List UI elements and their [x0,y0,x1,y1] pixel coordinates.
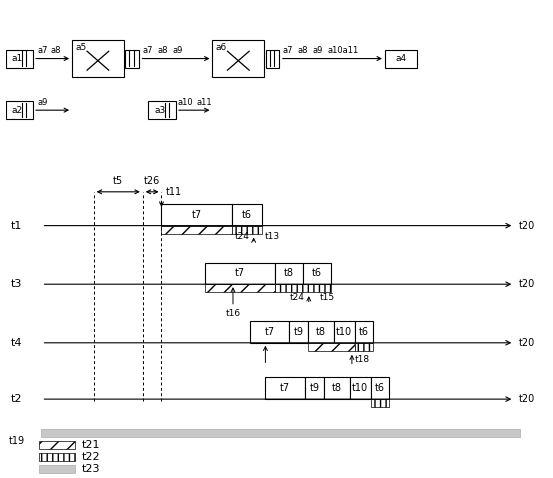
Bar [371,378,389,399]
Text: t6: t6 [242,210,252,220]
Text: a9: a9 [38,98,48,107]
Bar [39,441,75,449]
Text: t7: t7 [235,268,245,278]
Text: t8: t8 [332,383,342,393]
Text: t26: t26 [144,176,160,186]
Text: t8: t8 [316,327,326,337]
Bar [324,378,349,399]
Text: a7: a7 [143,46,153,55]
Text: t19: t19 [8,436,25,446]
Text: t9: t9 [310,383,320,393]
Bar [308,343,354,351]
Bar [72,40,124,77]
Text: a11: a11 [197,98,212,107]
Bar [148,101,175,119]
Text: a9: a9 [172,46,182,55]
Text: a10: a10 [178,98,194,107]
Text: a8: a8 [157,46,168,55]
Text: t8: t8 [284,268,294,278]
Text: t24: t24 [235,232,250,241]
Bar [41,429,520,437]
Text: a7: a7 [38,46,48,55]
Text: t22: t22 [81,452,100,462]
Text: t10: t10 [352,383,368,393]
Text: t11: t11 [165,187,181,197]
Text: t7: t7 [191,210,202,220]
Bar [305,378,324,399]
Text: t6: t6 [359,327,369,337]
Text: a5: a5 [76,43,87,52]
Bar [205,284,275,293]
Bar [249,321,289,343]
Text: t1: t1 [11,221,22,230]
Text: t6: t6 [312,268,322,278]
Text: t13: t13 [265,232,280,241]
Text: t6: t6 [375,383,385,393]
Bar [39,453,75,461]
Bar [333,321,354,343]
Text: t9: t9 [294,327,304,337]
Bar [275,284,331,293]
Text: a9: a9 [312,46,323,55]
Bar [205,262,275,284]
Text: a10a11: a10a11 [327,46,358,55]
Bar [6,50,33,67]
Text: a2: a2 [12,106,23,115]
Bar [125,50,139,67]
Bar [289,321,308,343]
Bar [349,378,371,399]
Bar [6,101,33,119]
Text: t24: t24 [290,293,305,302]
Bar [275,262,303,284]
Bar [354,343,373,351]
Text: a8: a8 [51,46,61,55]
Text: a3: a3 [154,106,165,115]
Bar [303,262,331,284]
Text: t20: t20 [519,279,535,289]
Bar [212,40,264,77]
Text: t20: t20 [519,394,535,404]
Text: a4: a4 [395,54,406,63]
Text: t7: t7 [280,383,290,393]
Text: a6: a6 [216,43,227,52]
Text: t4: t4 [11,338,22,348]
Text: t20: t20 [519,338,535,348]
Bar [161,204,232,226]
Bar [385,50,417,67]
Bar [232,204,262,226]
Text: t18: t18 [355,355,371,364]
Text: t7: t7 [264,327,274,337]
Text: t5: t5 [113,176,123,186]
Text: t2: t2 [11,394,22,404]
Text: t3: t3 [11,279,22,289]
Text: t15: t15 [320,293,335,302]
Bar [39,465,75,473]
Bar [308,321,333,343]
Bar [354,321,373,343]
Text: t16: t16 [226,309,241,318]
Text: t10: t10 [336,327,352,337]
Text: t23: t23 [81,464,100,474]
Text: a7: a7 [283,46,294,55]
Text: a8: a8 [298,46,308,55]
Bar [265,378,305,399]
Bar [265,50,279,67]
Bar [232,226,262,234]
Bar [161,226,232,234]
Bar [371,399,389,407]
Text: a1: a1 [12,54,23,63]
Text: t20: t20 [519,221,535,230]
Text: t21: t21 [81,440,100,450]
